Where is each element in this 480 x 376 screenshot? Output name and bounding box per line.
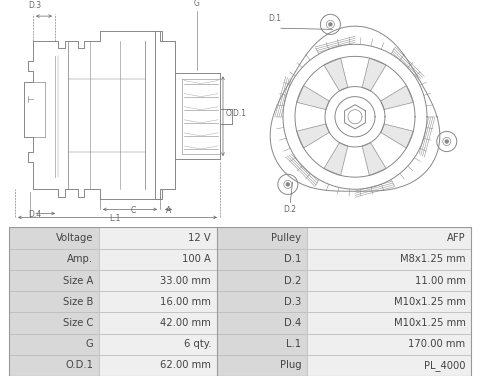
Bar: [217, 355, 307, 376]
Polygon shape: [297, 86, 329, 109]
Bar: [99, 334, 217, 355]
Polygon shape: [362, 143, 386, 175]
Bar: [99, 312, 217, 334]
Bar: [99, 270, 217, 291]
Text: D.1: D.1: [284, 254, 301, 264]
Bar: [217, 227, 307, 249]
Bar: [9, 334, 99, 355]
Bar: [9, 355, 99, 376]
Circle shape: [445, 140, 448, 143]
Bar: [307, 227, 471, 249]
Text: 62.00 mm: 62.00 mm: [160, 360, 211, 370]
Bar: [217, 270, 307, 291]
Bar: [99, 355, 217, 376]
Text: D.3: D.3: [28, 1, 41, 10]
Bar: [99, 227, 217, 249]
Polygon shape: [381, 86, 413, 109]
Bar: [9, 270, 99, 291]
Text: Size B: Size B: [63, 297, 93, 307]
Text: 16.00 mm: 16.00 mm: [160, 297, 211, 307]
Bar: [217, 334, 307, 355]
Bar: [307, 312, 471, 334]
Circle shape: [329, 23, 332, 26]
Bar: [307, 270, 471, 291]
Bar: [9, 312, 99, 334]
Text: Voltage: Voltage: [56, 233, 93, 243]
Polygon shape: [362, 58, 386, 91]
Text: O.D.1: O.D.1: [65, 360, 93, 370]
Text: C: C: [131, 206, 136, 215]
Bar: [9, 291, 99, 312]
Text: D.3: D.3: [284, 297, 301, 307]
Text: A: A: [167, 206, 172, 215]
Text: D.1: D.1: [268, 14, 281, 23]
Polygon shape: [381, 124, 413, 148]
Text: L.1: L.1: [286, 339, 301, 349]
Text: M10x1.25 mm: M10x1.25 mm: [394, 318, 466, 328]
Text: 42.00 mm: 42.00 mm: [160, 318, 211, 328]
Text: G: G: [85, 339, 93, 349]
Circle shape: [287, 183, 289, 186]
Text: G: G: [194, 0, 200, 8]
Text: M10x1.25 mm: M10x1.25 mm: [394, 297, 466, 307]
Text: 12 V: 12 V: [188, 233, 211, 243]
Text: AFP: AFP: [447, 233, 466, 243]
Text: 6 qty.: 6 qty.: [184, 339, 211, 349]
Bar: [307, 334, 471, 355]
Text: Size C: Size C: [63, 318, 93, 328]
Bar: [307, 291, 471, 312]
Polygon shape: [324, 58, 348, 91]
Bar: [99, 291, 217, 312]
Text: D.4: D.4: [284, 318, 301, 328]
Bar: [9, 249, 99, 270]
Text: M8x1.25 mm: M8x1.25 mm: [400, 254, 466, 264]
Bar: [217, 291, 307, 312]
Text: 170.00 mm: 170.00 mm: [408, 339, 466, 349]
Bar: [217, 312, 307, 334]
Text: D.4: D.4: [28, 211, 41, 220]
Text: 100 A: 100 A: [182, 254, 211, 264]
Text: L.1: L.1: [109, 214, 120, 223]
Bar: [307, 355, 471, 376]
Bar: [307, 249, 471, 270]
Text: D.2: D.2: [284, 276, 301, 285]
Bar: [9, 227, 99, 249]
Text: Size A: Size A: [63, 276, 93, 285]
Text: PL_4000: PL_4000: [424, 360, 466, 371]
Text: Amp.: Amp.: [67, 254, 93, 264]
Text: D.2: D.2: [283, 205, 296, 214]
Text: O.D.1: O.D.1: [226, 109, 247, 118]
Bar: [217, 249, 307, 270]
Text: 11.00 mm: 11.00 mm: [415, 276, 466, 285]
Text: Plug: Plug: [280, 360, 301, 370]
Polygon shape: [324, 143, 348, 175]
Polygon shape: [297, 124, 329, 148]
Bar: [99, 249, 217, 270]
Text: 33.00 mm: 33.00 mm: [160, 276, 211, 285]
Text: Pulley: Pulley: [271, 233, 301, 243]
